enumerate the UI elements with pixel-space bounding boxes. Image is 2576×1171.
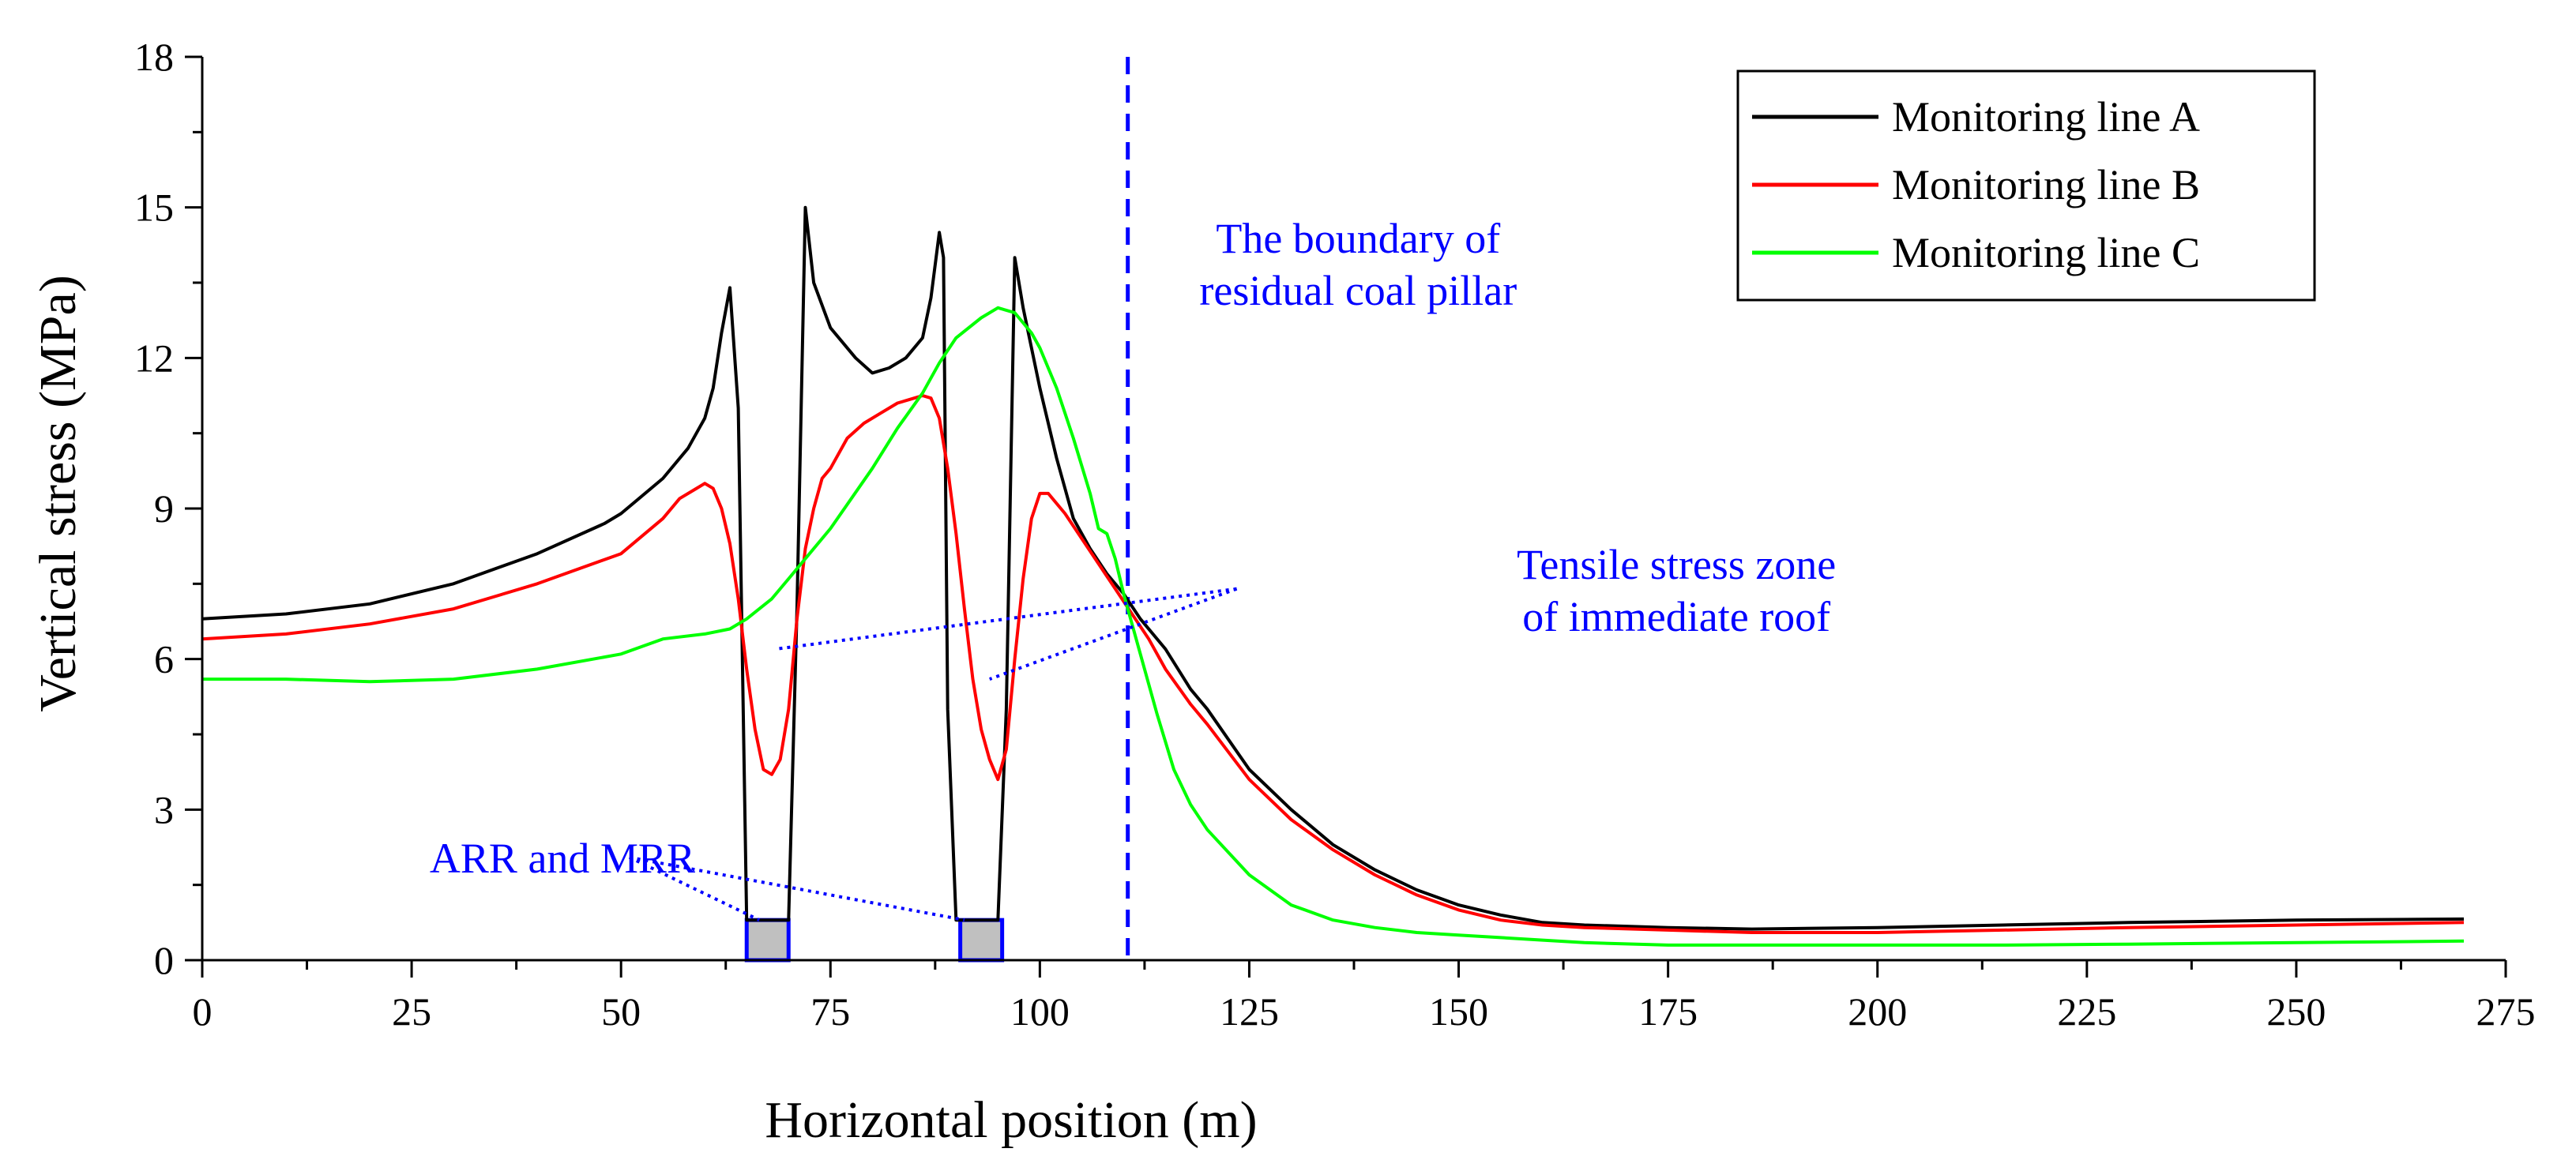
x-tick-label: 275 bbox=[2476, 989, 2536, 1034]
annotation-text: ARR and MRR bbox=[430, 835, 695, 882]
roadway-region bbox=[744, 918, 791, 963]
y-tick-label: 18 bbox=[134, 35, 174, 79]
y-tick-label: 15 bbox=[134, 186, 174, 230]
x-tick-label: 200 bbox=[1848, 989, 1907, 1034]
x-tick-label: 100 bbox=[1010, 989, 1070, 1034]
legend-label: Monitoring line B bbox=[1892, 161, 2200, 208]
series-line-a bbox=[201, 205, 2465, 931]
annotation-pointer bbox=[776, 587, 1237, 651]
y-tick-label: 0 bbox=[154, 938, 174, 982]
annotations: The boundary of residual coal pillar Tensi… bbox=[430, 215, 1836, 922]
legend-label: Monitoring line A bbox=[1892, 93, 2200, 141]
roadway-region bbox=[958, 918, 1005, 963]
x-tick-label: 25 bbox=[392, 989, 431, 1034]
y-tick-label: 9 bbox=[154, 486, 174, 531]
y-tick-label: 12 bbox=[134, 336, 174, 380]
x-tick-label: 0 bbox=[193, 989, 212, 1034]
x-tick-label: 150 bbox=[1429, 989, 1488, 1034]
x-tick-label: 50 bbox=[601, 989, 641, 1034]
annotation-text: of immediate roof bbox=[1522, 593, 1830, 640]
annotation-pointer bbox=[989, 587, 1238, 681]
y-tick-label: 6 bbox=[154, 637, 174, 681]
series-line-b bbox=[201, 394, 2465, 934]
y-axis-title: Vertical stress (MPa) bbox=[29, 275, 87, 712]
coal-pillar-regions bbox=[744, 57, 1130, 963]
x-tick-label: 175 bbox=[1638, 989, 1698, 1034]
axes: 0 25 50 75 100 125 150 175 200 225 250 275 0 3 6 9 12 15 1… bbox=[134, 35, 2536, 1034]
annotation-text: Tensile stress zone bbox=[1517, 541, 1836, 588]
annotation-pointer bbox=[629, 855, 965, 922]
series-line-c bbox=[202, 306, 2465, 947]
annotation-pointer bbox=[628, 855, 761, 921]
x-tick-label: 75 bbox=[810, 989, 850, 1034]
legend-label: Monitoring line C bbox=[1892, 229, 2200, 276]
x-tick-label: 225 bbox=[2057, 989, 2116, 1034]
x-tick-label: 125 bbox=[1220, 989, 1279, 1034]
legend: Monitoring line A Monitoring line B Monito… bbox=[1736, 69, 2316, 302]
x-tick-label: 250 bbox=[2266, 989, 2326, 1034]
y-tick-label: 3 bbox=[154, 787, 174, 831]
x-axis-title: Horizontal position (m) bbox=[765, 1091, 1257, 1149]
annotation-text: The boundary of bbox=[1216, 215, 1500, 262]
annotation-text: residual coal pillar bbox=[1199, 267, 1517, 314]
